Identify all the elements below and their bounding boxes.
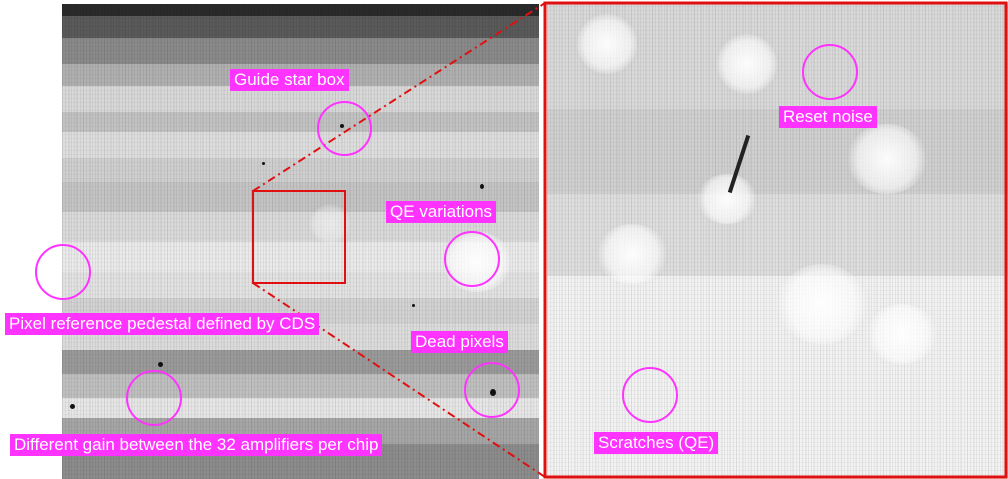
qe-variations-ring	[444, 231, 500, 287]
label-scratches: Scratches (QE)	[594, 432, 719, 454]
scratches-ring	[622, 367, 678, 423]
zoom-source-frame	[252, 190, 346, 284]
pixel-reference-ring	[35, 244, 91, 300]
different-gain-ring	[126, 370, 182, 426]
label-reset-noise: Reset noise	[779, 106, 877, 128]
reset-noise-ring	[802, 44, 858, 100]
label-different-gain: Different gain between the 32 amplifiers…	[10, 434, 383, 456]
detector-zoom-image	[547, 4, 1008, 479]
dead-pixels-ring	[464, 362, 520, 418]
label-pixel-reference: Pixel reference pedestal defined by CDS	[5, 313, 320, 335]
zoom-connector-top	[252, 2, 546, 192]
label-guide-star-box: Guide star box	[230, 69, 349, 91]
guide-star-ring	[317, 101, 372, 156]
label-dead-pixels: Dead pixels	[411, 331, 508, 353]
zoom-target-frame	[543, 1, 1008, 479]
label-qe-variations: QE variations	[386, 201, 497, 223]
